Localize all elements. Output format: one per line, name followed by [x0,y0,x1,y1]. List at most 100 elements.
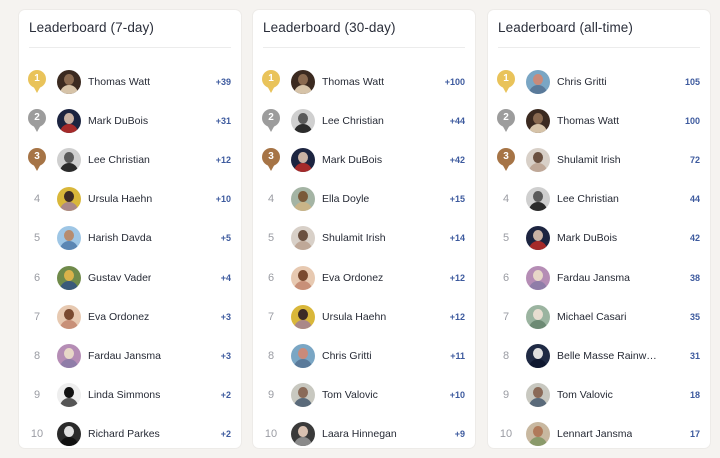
avatar[interactable] [57,69,81,94]
avatar[interactable] [291,382,315,407]
leaderboard-row[interactable]: 3 Lee Christian +12 [19,140,241,179]
rank-indicator: 5 [496,225,516,251]
rank-indicator: 5 [27,225,47,251]
user-name[interactable]: Mark DuBois [88,114,149,127]
avatar[interactable] [291,343,315,368]
leaderboard-row[interactable]: 7 Eva Ordonez +3 [19,297,241,336]
user-name[interactable]: Shulamit Irish [557,153,621,166]
avatar[interactable] [57,147,81,172]
user-name[interactable]: Lee Christian [322,114,384,127]
user-name[interactable]: Thomas Watt [88,75,151,88]
leaderboard-row[interactable]: 2 Lee Christian +44 [253,101,475,140]
user-name[interactable]: Eva Ordonez [322,271,384,284]
leaderboard-row[interactable]: 3 Mark DuBois +42 [253,140,475,179]
user-name[interactable]: Lee Christian [88,153,150,166]
user-name[interactable]: Ursula Haehn [88,192,153,205]
leaderboard-row[interactable]: 5 Mark DuBois 42 [488,218,710,257]
user-name[interactable]: Chris Gritti [557,75,607,88]
user-name[interactable]: Ursula Haehn [322,310,387,323]
avatar[interactable] [291,108,315,133]
user-name[interactable]: Gustav Vader [88,271,152,284]
avatar[interactable] [57,304,81,329]
avatar[interactable] [526,343,550,368]
avatar[interactable] [526,147,550,172]
user-name[interactable]: Richard Parkes [88,427,160,440]
leaderboard-row[interactable]: 10 Lennart Jansma 17 [488,414,710,448]
leaderboard-row[interactable]: 9 Tom Valovic 18 [488,375,710,414]
user-name[interactable]: Thomas Watt [557,114,620,127]
avatar[interactable] [526,304,550,329]
user-name[interactable]: Shulamit Irish [322,231,386,244]
avatar[interactable] [57,225,81,250]
leaderboard-row[interactable]: 10 Laara Hinnegan +9 [253,414,475,448]
leaderboard-row[interactable]: 3 Shulamit Irish 72 [488,140,710,179]
leaderboard-row[interactable]: 1 Thomas Watt +39 [19,62,241,101]
avatar[interactable] [526,421,550,446]
user-name[interactable]: Tom Valovic [322,388,378,401]
avatar[interactable] [57,382,81,407]
leaderboard-row[interactable]: 8 Fardau Jansma +3 [19,336,241,375]
leaderboard-row[interactable]: 4 Ella Doyle +15 [253,179,475,218]
leaderboard-row[interactable]: 5 Harish Davda +5 [19,218,241,257]
avatar[interactable] [291,225,315,250]
leaderboard-row[interactable]: 2 Thomas Watt 100 [488,101,710,140]
user-name[interactable]: Mark DuBois [557,231,618,244]
leaderboard-row[interactable]: 8 Chris Gritti +11 [253,336,475,375]
user-name[interactable]: Chris Gritti [322,349,372,362]
avatar[interactable] [57,108,81,133]
avatar[interactable] [291,421,315,446]
user-name[interactable]: Ella Doyle [322,192,370,205]
avatar[interactable] [57,265,81,290]
leaderboard-row[interactable]: 1 Chris Gritti 105 [488,62,710,101]
avatar[interactable] [526,108,550,133]
user-name[interactable]: Michael Casari [557,310,627,323]
avatar[interactable] [291,69,315,94]
avatar[interactable] [526,186,550,211]
score-value: +31 [215,115,231,126]
leaderboard-row[interactable]: 6 Eva Ordonez +12 [253,258,475,297]
avatar[interactable] [291,304,315,329]
score-value: +14 [449,232,465,243]
user-name[interactable]: Lee Christian [557,192,619,205]
leaderboard-row[interactable]: 6 Gustav Vader +4 [19,258,241,297]
user-name[interactable]: Lennart Jansma [557,427,633,440]
rank-indicator: 9 [496,382,516,408]
leaderboard-row[interactable]: 5 Shulamit Irish +14 [253,218,475,257]
leaderboard-row[interactable]: 9 Linda Simmons +2 [19,375,241,414]
leaderboard-title: Leaderboard (7-day) [29,20,154,35]
leaderboard-row[interactable]: 4 Lee Christian 44 [488,179,710,218]
user-name[interactable]: Fardau Jansma [557,271,630,284]
user-name[interactable]: Harish Davda [88,231,152,244]
rank-indicator: 5 [261,225,281,251]
leaderboard-row[interactable]: 10 Richard Parkes +2 [19,414,241,448]
leaderboard-row[interactable]: 2 Mark DuBois +31 [19,101,241,140]
rank-number: 10 [264,427,278,440]
leaderboard-row[interactable]: 9 Tom Valovic +10 [253,375,475,414]
leaderboard-row[interactable]: 7 Michael Casari 35 [488,297,710,336]
leaderboard-row[interactable]: 7 Ursula Haehn +12 [253,297,475,336]
user-name[interactable]: Fardau Jansma [88,349,161,362]
avatar[interactable] [57,343,81,368]
user-name[interactable]: Linda Simmons [88,388,161,401]
leaderboard-row[interactable]: 6 Fardau Jansma 38 [488,258,710,297]
user-name[interactable]: Thomas Watt [322,75,385,88]
user-name[interactable]: Eva Ordonez [88,310,150,323]
leaderboard-row[interactable]: 4 Ursula Haehn +10 [19,179,241,218]
user-name[interactable]: Tom Valovic [557,388,613,401]
avatar[interactable] [57,186,81,211]
user-name[interactable]: Mark DuBois [322,153,383,166]
leaderboard-row[interactable]: 8 Belle Masse Rainw… 31 [488,336,710,375]
avatar[interactable] [526,382,550,407]
avatar[interactable] [291,147,315,172]
avatar[interactable] [57,421,81,446]
leaderboard-row[interactable]: 1 Thomas Watt +100 [253,62,475,101]
avatar[interactable] [526,69,550,94]
avatar[interactable] [526,225,550,250]
user-name[interactable]: Belle Masse Rainw… [557,349,657,362]
user-name[interactable]: Laara Hinnegan [322,427,397,440]
avatar[interactable] [291,186,315,211]
avatar[interactable] [526,265,550,290]
score-value: 35 [689,311,700,322]
avatar[interactable] [291,265,315,290]
rank-indicator: 1 [496,69,516,95]
